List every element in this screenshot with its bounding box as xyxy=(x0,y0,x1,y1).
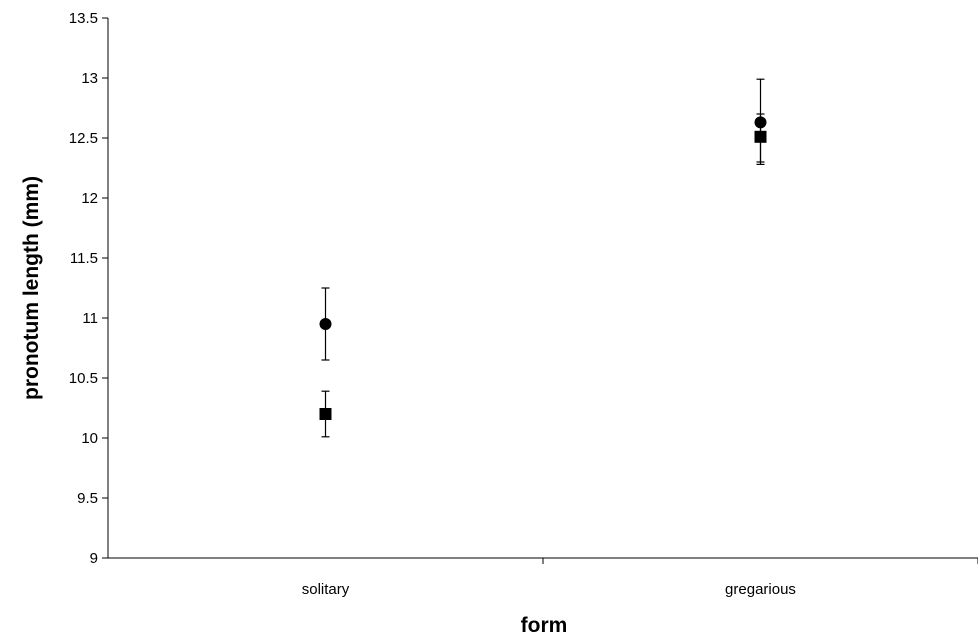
x-axis-title: form xyxy=(521,614,568,637)
x-tick-label: solitary xyxy=(302,581,350,598)
y-axis-title: pronotum length (mm) xyxy=(20,176,43,400)
x-tick-label: gregarious xyxy=(725,581,796,598)
y-tick-label: 9.5 xyxy=(77,490,98,507)
y-tick-label: 12.5 xyxy=(69,130,98,147)
y-tick-label: 10.5 xyxy=(69,370,98,387)
axes xyxy=(107,18,978,559)
y-tick-label: 12 xyxy=(81,190,98,207)
x-ticks: solitary gregarious xyxy=(302,558,978,598)
y-tick-label: 11 xyxy=(82,310,98,327)
y-tick-label: 10 xyxy=(81,430,98,447)
data-marks xyxy=(319,78,767,438)
data-point-square xyxy=(754,130,767,143)
y-tick-label: 9 xyxy=(90,550,98,567)
y-tick-label: 11.5 xyxy=(70,250,98,267)
data-point-square xyxy=(319,408,332,420)
y-tick-label: 13 xyxy=(81,70,98,87)
data-point-circle xyxy=(319,318,332,330)
y-tick-label: 13.5 xyxy=(69,10,98,27)
y-ticks: 9 9.5 10 10.5 11 11.5 12 12.5 13 13.5 xyxy=(69,10,108,567)
